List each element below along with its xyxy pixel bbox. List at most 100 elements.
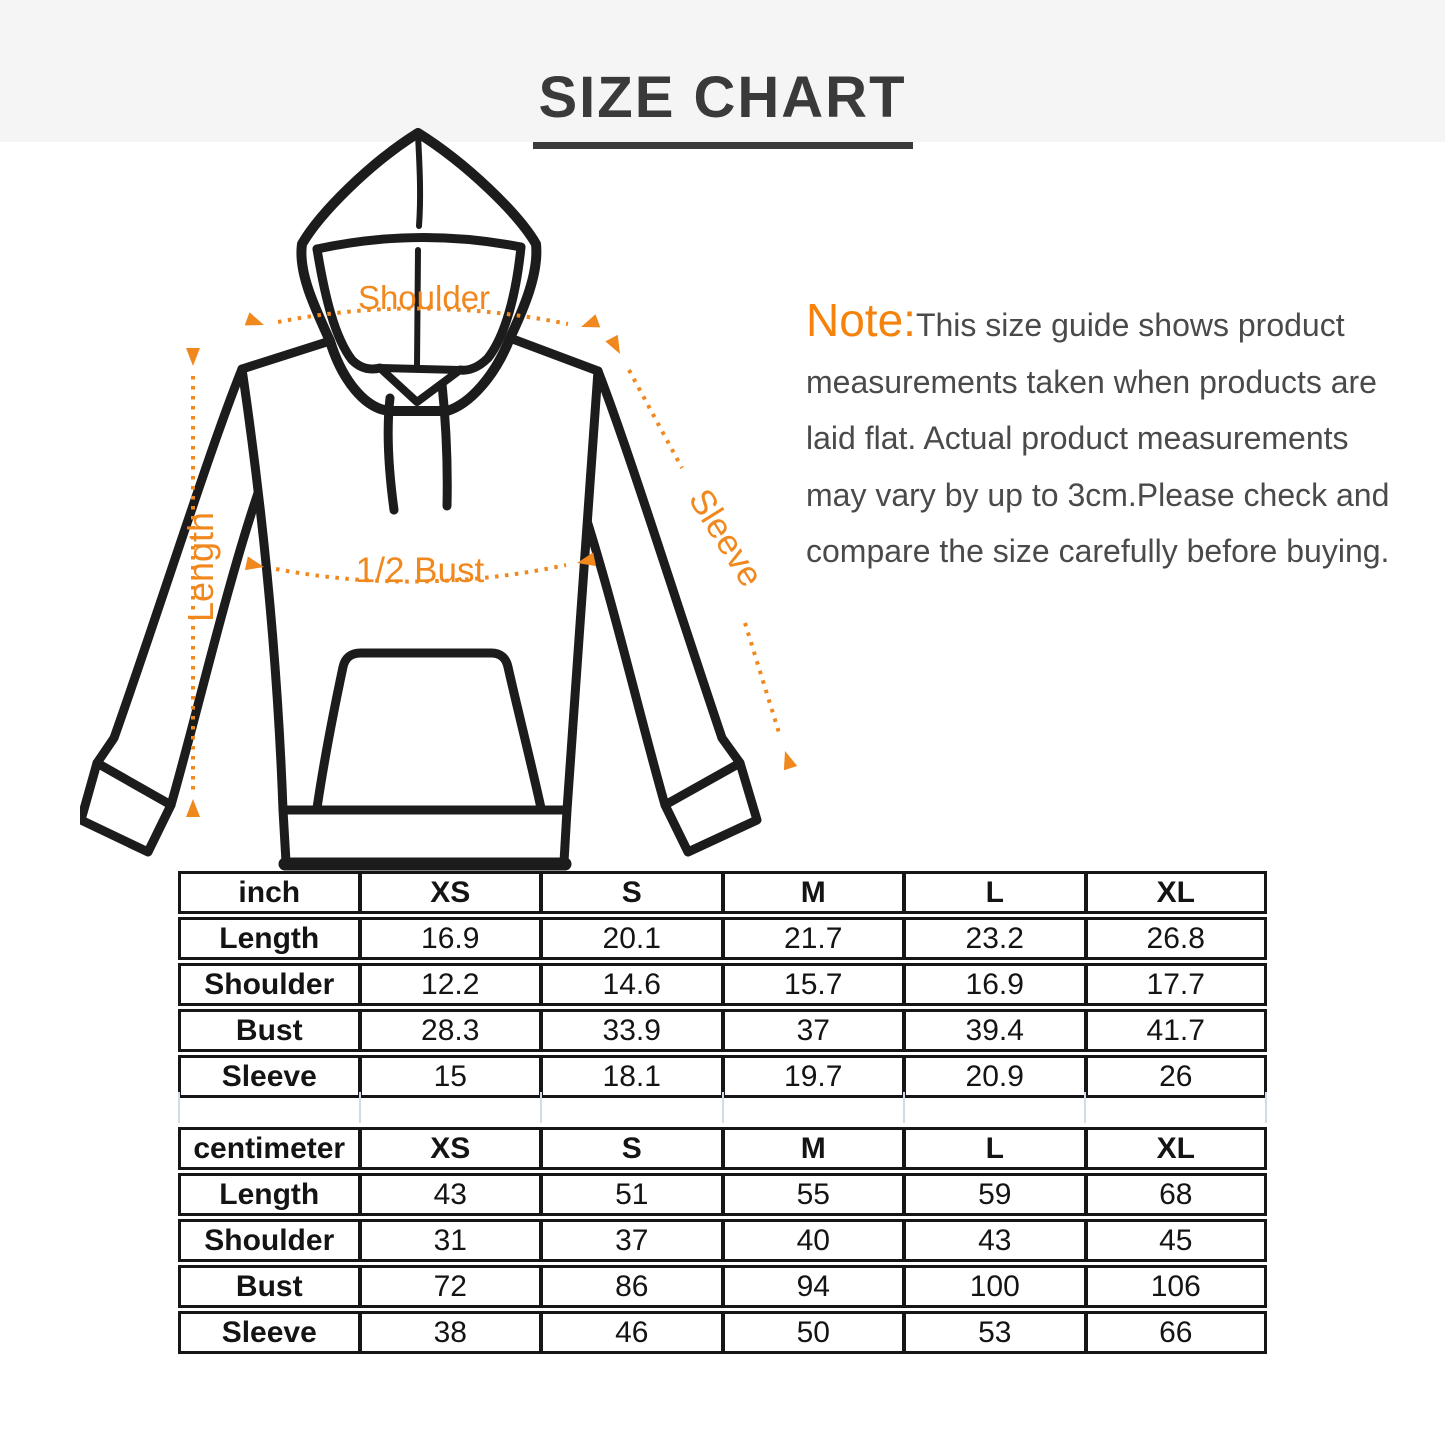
value-cell: 33.9 <box>541 1009 723 1052</box>
note-label: Note: <box>806 294 916 346</box>
table-row: Length 43 51 55 59 68 <box>178 1173 1267 1216</box>
value-cell: 28.3 <box>359 1009 541 1052</box>
value-cell: 15.7 <box>722 963 904 1006</box>
table-gap-gridlines <box>178 1092 1268 1123</box>
shoulder-label: Shoulder <box>358 279 490 316</box>
note-text: This size guide shows product <box>915 307 1345 343</box>
value-cell: 17.7 <box>1085 963 1267 1006</box>
value-cell: 15 <box>359 1055 541 1098</box>
value-cell: 37 <box>722 1009 904 1052</box>
value-cell: 50 <box>722 1311 904 1354</box>
table-row: Bust 72 86 94 100 106 <box>178 1265 1267 1308</box>
bust-label: 1/2 Bust <box>356 551 485 590</box>
hood-rim <box>312 232 526 254</box>
right-sleeve <box>562 366 762 857</box>
row-label-cell: Sleeve <box>178 1311 360 1354</box>
table-row: Sleeve 38 46 50 53 66 <box>178 1311 1267 1354</box>
page-top-band <box>0 0 1445 142</box>
value-cell: 59 <box>904 1173 1086 1216</box>
bust-arrow-left-icon <box>244 556 264 571</box>
value-cell: 51 <box>541 1173 723 1216</box>
unit-header-cell: centimeter <box>178 1127 360 1170</box>
table-row: Length 16.9 20.1 21.7 23.2 26.8 <box>178 917 1267 960</box>
sleeve-arrow-down-icon <box>783 751 798 771</box>
size-header-cell: M <box>722 1127 904 1170</box>
size-table-centimeter: centimeter XS S M L XL Length 43 51 55 5… <box>178 1124 1267 1357</box>
size-header-cell: S <box>541 1127 723 1170</box>
drawstring-left <box>383 393 399 515</box>
size-header-cell: XS <box>359 1127 541 1170</box>
drawstring-right <box>437 379 452 511</box>
unit-header-cell: inch <box>178 871 360 914</box>
value-cell: 66 <box>1085 1311 1267 1354</box>
table-row: Bust 28.3 33.9 37 39.4 41.7 <box>178 1009 1267 1052</box>
value-cell: 20.9 <box>904 1055 1086 1098</box>
sleeve-measure-line-lower <box>743 622 782 737</box>
note-paragraph: Note:This size guide shows product measu… <box>806 292 1445 580</box>
value-cell: 100 <box>904 1265 1086 1308</box>
note-line: Note:This size guide shows product <box>806 292 1445 354</box>
hood-center-seam-top <box>415 132 424 229</box>
value-cell: 16.9 <box>359 917 541 960</box>
value-cell: 43 <box>359 1173 541 1216</box>
page-title-wrap: SIZE CHART <box>0 64 1445 149</box>
sleeve-measure-line-upper <box>627 369 684 469</box>
value-cell: 26 <box>1085 1055 1267 1098</box>
page-title: SIZE CHART <box>532 64 913 149</box>
kangaroo-pocket <box>312 648 546 813</box>
note-line: measurements taken when products are <box>806 363 1377 400</box>
value-cell: 106 <box>1085 1265 1267 1308</box>
hoodie-outline-icon <box>80 128 762 871</box>
hoodie-diagram: Shoulder Length 1/2 Bust Sleeve <box>80 128 798 871</box>
hem-band <box>278 805 572 867</box>
value-cell: 53 <box>904 1311 1086 1354</box>
length-label: Length <box>180 512 221 622</box>
value-cell: 23.2 <box>904 917 1086 960</box>
value-cell: 46 <box>541 1311 723 1354</box>
value-cell: 43 <box>904 1219 1086 1262</box>
bust-arrow-right-icon <box>577 552 597 567</box>
size-header-cell: XS <box>359 871 541 914</box>
size-header-cell: M <box>722 871 904 914</box>
row-label-cell: Length <box>178 917 360 960</box>
row-label-cell: Sleeve <box>178 1055 360 1098</box>
value-cell: 72 <box>359 1265 541 1308</box>
sleeve-arrow-up-icon <box>605 334 620 354</box>
size-header-cell: L <box>904 871 1086 914</box>
size-header-cell: L <box>904 1127 1086 1170</box>
row-label-cell: Bust <box>178 1009 360 1052</box>
table-row: Sleeve 15 18.1 19.7 20.9 26 <box>178 1055 1267 1098</box>
value-cell: 68 <box>1085 1173 1267 1216</box>
right-cuff-seam <box>660 758 745 810</box>
table-row: Shoulder 12.2 14.6 15.7 16.9 17.7 <box>178 963 1267 1006</box>
row-label-cell: Length <box>178 1173 360 1216</box>
length-arrow-down-icon <box>186 799 200 817</box>
note-line: may vary by up to 3cm.Please check and <box>806 476 1390 513</box>
size-header-cell: XL <box>1085 871 1267 914</box>
row-label-cell: Shoulder <box>178 963 360 1006</box>
measurement-arrowheads <box>186 312 798 817</box>
row-label-cell: Shoulder <box>178 1219 360 1262</box>
bust-measure-line <box>275 563 567 584</box>
value-cell: 31 <box>359 1219 541 1262</box>
value-cell: 38 <box>359 1311 541 1354</box>
value-cell: 37 <box>541 1219 723 1262</box>
sleeve-label: Sleeve <box>681 482 771 593</box>
value-cell: 45 <box>1085 1219 1267 1262</box>
left-sleeve <box>80 364 274 857</box>
value-cell: 12.2 <box>359 963 541 1006</box>
size-header-cell: S <box>541 871 723 914</box>
value-cell: 94 <box>722 1265 904 1308</box>
hood-inner-right <box>455 242 526 375</box>
hood-inner-left <box>312 244 385 374</box>
size-header-cell: XL <box>1085 1127 1267 1170</box>
left-cuff-seam <box>92 758 176 810</box>
note-line: compare the size carefully before buying… <box>806 533 1390 569</box>
table-row: Shoulder 31 37 40 43 45 <box>178 1219 1267 1262</box>
value-cell: 26.8 <box>1085 917 1267 960</box>
value-cell: 20.1 <box>541 917 723 960</box>
value-cell: 86 <box>541 1265 723 1308</box>
value-cell: 14.6 <box>541 963 723 1006</box>
value-cell: 39.4 <box>904 1009 1086 1052</box>
size-table-inch: inch XS S M L XL Length 16.9 20.1 21.7 2… <box>178 868 1267 1101</box>
